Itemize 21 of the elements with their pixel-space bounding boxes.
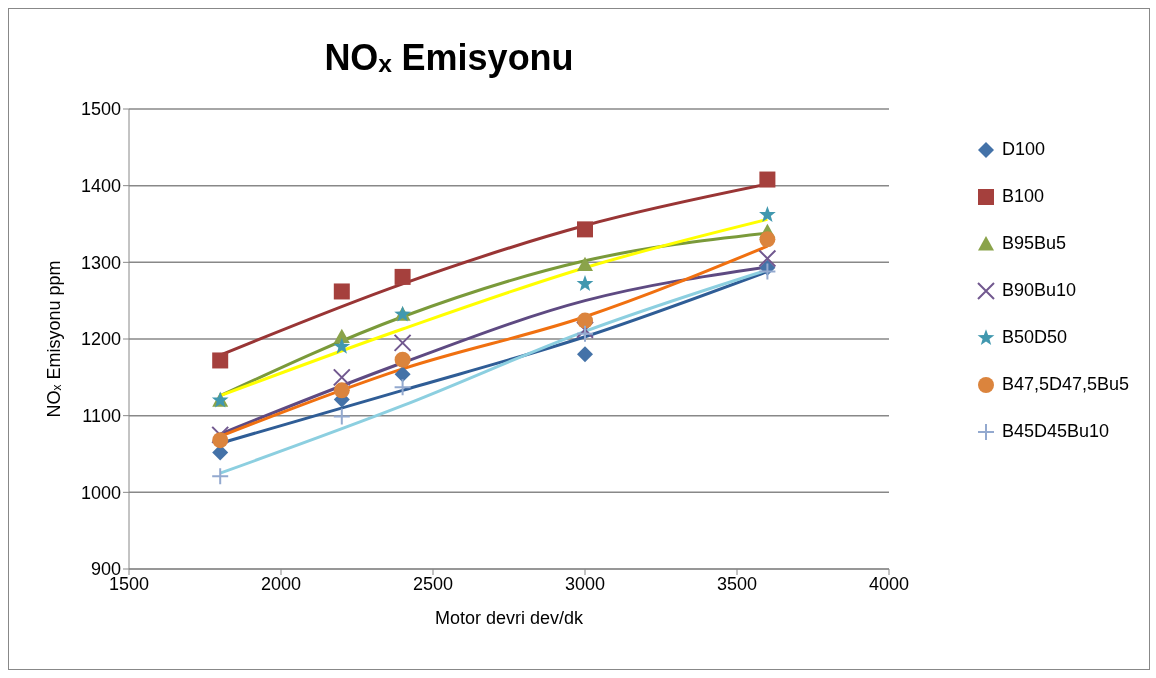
x-tick-label: 3000 — [564, 573, 606, 594]
x-axis-title: Motor devri dev/dk — [434, 608, 585, 628]
y-axis-title: NOₓ Emisyonu ppm — [44, 260, 65, 418]
x-tick-label: 3500 — [716, 573, 758, 594]
x-tick-label: 2000 — [260, 573, 302, 594]
y-tick-label: 1500 — [80, 99, 121, 120]
chart-title: NOₓ Emisyonu — [323, 37, 575, 79]
legend-label: B50D50 — [1001, 327, 1067, 348]
x-tick-label: 4000 — [868, 573, 910, 594]
y-tick-label: 1400 — [80, 176, 121, 197]
legend-label: B95Bu5 — [1001, 233, 1066, 254]
y-tick-label: 1300 — [80, 252, 121, 273]
legend-label: B45D45Bu10 — [1001, 421, 1109, 442]
y-tick-label: 1200 — [80, 329, 121, 350]
y-tick-label: 1000 — [80, 482, 121, 503]
legend-label: B47,5D47,5Bu5 — [1001, 374, 1129, 395]
x-tick-label: 2500 — [412, 573, 454, 594]
legend-label: B100 — [1001, 186, 1044, 207]
y-tick-label: 1100 — [82, 406, 121, 427]
legend-label: B90Bu10 — [1001, 280, 1076, 301]
legend-label: D100 — [1001, 139, 1045, 160]
